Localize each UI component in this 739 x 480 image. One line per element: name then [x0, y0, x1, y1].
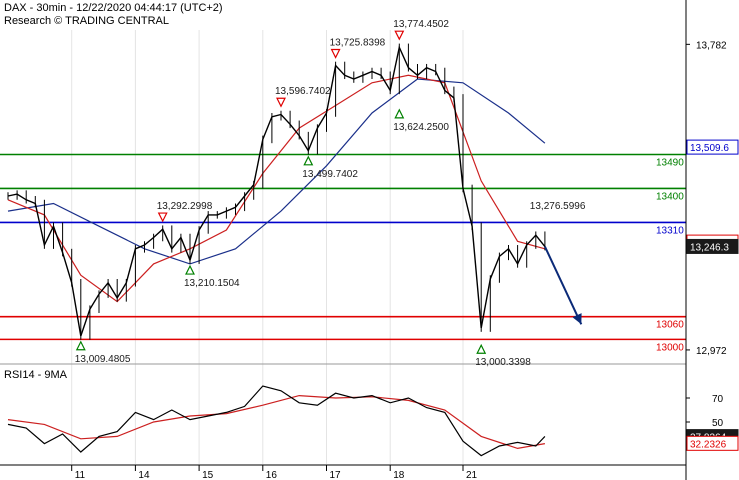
level-label: 13400: [656, 191, 684, 202]
price-annotation: 13,292.2998: [157, 201, 213, 212]
price-tag-box: [686, 238, 739, 254]
chart-subtitle: Research © TRADING CENTRAL: [4, 15, 169, 27]
peak-marker-icon: [330, 48, 341, 59]
price-annotation: 13,000.3398: [475, 357, 531, 368]
x-tick-label: 17: [330, 470, 342, 480]
level-label: 13310: [656, 225, 684, 236]
chart-title: DAX - 30min - 12/22/2020 04:44:17 (UTC+2…: [4, 2, 223, 14]
level-label: 13060: [656, 320, 684, 331]
annotations: 13,774.4502 13,725.8398 13,596.7402 13,624.…: [75, 19, 586, 368]
trough-marker-icon: [303, 155, 314, 166]
rsi-tick-label: 70: [712, 394, 724, 405]
rsi-value-tag-box: [686, 435, 739, 451]
x-tick-label: 18: [393, 470, 405, 480]
trough-marker-icon: [476, 343, 487, 354]
rsi-title: RSI14 - 9MA: [4, 369, 68, 381]
y-tick-label: 12,972: [696, 346, 727, 357]
price-tag-box: [686, 139, 739, 155]
rsi-ma-line: [7, 394, 546, 450]
x-tick-label: 11: [75, 470, 86, 480]
peak-marker-icon: [276, 97, 286, 108]
price-annotation: 13,276.5996: [530, 201, 586, 212]
rsi-value-tag: 32.2326: [690, 439, 727, 450]
x-tick-label: 14: [138, 470, 150, 480]
price-annotation: 13,596.7402: [275, 86, 331, 97]
peak-marker-icon: [394, 30, 405, 41]
price-annotation: 13,725.8398: [330, 38, 386, 49]
trough-marker-icon: [394, 108, 405, 119]
price-annotation: 13,210.1504: [184, 278, 240, 289]
level-label: 13000: [656, 342, 684, 353]
x-tick-label: 21: [466, 470, 478, 480]
price-annotation: 13,499.7402: [302, 169, 358, 180]
ma-long-line: [7, 78, 546, 265]
forecast-arrow-head: [572, 313, 582, 325]
forecast-arrow-line: [543, 246, 583, 325]
price-tag: 13,509.6: [690, 143, 729, 154]
level-label: 13490: [656, 158, 684, 169]
price-series: [7, 43, 583, 340]
price-annotation: 13,624.2500: [393, 122, 449, 133]
price-annotation: 13,774.4502: [393, 19, 449, 30]
peak-marker-icon: [157, 212, 168, 223]
price-close-line: [7, 45, 546, 337]
x-tick-label: 16: [266, 470, 278, 480]
trough-marker-icon: [185, 264, 195, 275]
horizontal-levels: 13490 13400 13310 13060 13000: [0, 153, 686, 353]
trough-marker-icon: [75, 340, 86, 351]
rsi-line: [7, 385, 546, 457]
price-annotation: 13,009.4805: [75, 354, 131, 365]
price-tag: 13,246.3: [690, 242, 729, 253]
y-tick-label: 13,782: [696, 40, 727, 51]
x-tick-label: 15: [202, 470, 214, 480]
rsi-tick-label: 50: [712, 418, 724, 429]
rsi-panel: [7, 385, 546, 457]
